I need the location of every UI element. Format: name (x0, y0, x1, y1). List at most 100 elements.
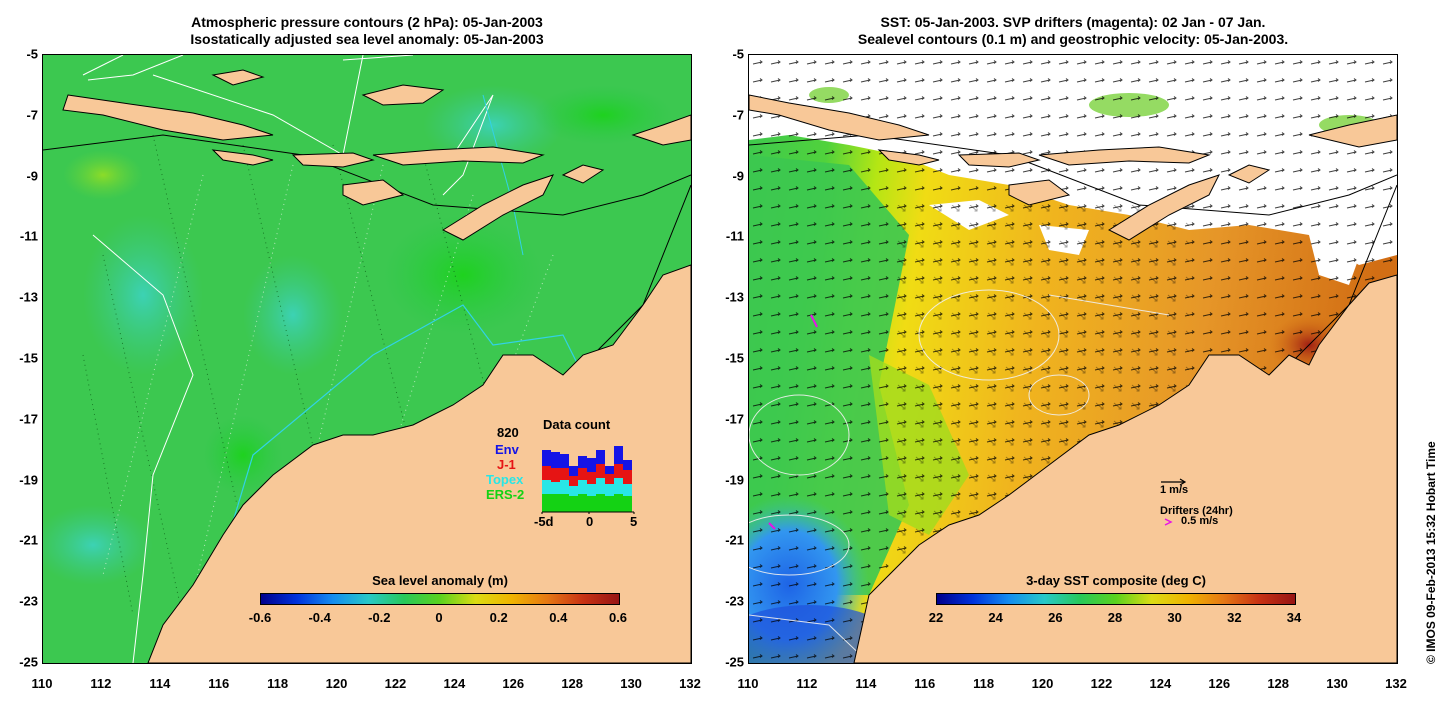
drifter-legend-arrow (1164, 518, 1173, 526)
anomaly-blob (243, 255, 343, 375)
y-tick-label: -19 (725, 472, 744, 488)
legend-j1: J-1 (497, 457, 516, 472)
x-tick-label: 132 (1385, 676, 1407, 691)
y-tick-label: -25 (725, 654, 744, 670)
velocity-legend-arrow (1161, 478, 1187, 486)
bali-lombok-island (877, 149, 940, 166)
left-title-line1: Atmospheric pressure contours (2 hPa): 0… (191, 14, 543, 30)
x-tick-label: 118 (973, 676, 995, 691)
colorbar-tick-label: 0.4 (549, 610, 568, 625)
y-tick-label: -17 (725, 411, 744, 427)
data-count-bar-segment (551, 452, 560, 468)
x-tick-label: 110 (737, 676, 759, 691)
sst-map[interactable] (748, 54, 1398, 664)
drifter-track (810, 314, 818, 328)
anomaly-blob (63, 150, 143, 200)
x-tick-label: 124 (443, 676, 466, 691)
data-count-bar-segment (605, 496, 614, 512)
legend-ers2: ERS-2 (486, 487, 525, 502)
australia-landmass (147, 264, 691, 663)
colorbar-tick-label: 34 (1286, 610, 1302, 625)
y-tick-label: -19 (19, 472, 38, 488)
legend-topex: Topex (486, 472, 524, 487)
sst-colorbar-title: 3-day SST composite (deg C) (1026, 573, 1206, 588)
data-count-bar-segment (560, 454, 569, 468)
data-count-bar-segment (614, 494, 623, 512)
colorbar-tick-label: -0.6 (248, 610, 272, 625)
sumba-island (1008, 179, 1071, 206)
x-tick-label: 120 (325, 676, 348, 691)
data-count-bar-segment (551, 482, 560, 494)
anomaly-blob (533, 85, 673, 145)
data-count-bar-segment (569, 466, 578, 476)
sla-colorbar (260, 593, 620, 605)
x-tick-label: 114 (855, 676, 877, 691)
sealevel-contours (749, 289, 1170, 663)
data-count-axis-label: -5d (534, 514, 554, 529)
x-tick-label: 122 (384, 676, 407, 691)
sla-colorbar-title: Sea level anomaly (m) (372, 573, 508, 588)
data-count-bar-segment (623, 470, 632, 484)
right-title-line2: Sealevel contours (0.1 m) and geostrophi… (857, 31, 1289, 47)
y-tick-label: -13 (725, 289, 744, 305)
y-tick-label: -5 (26, 46, 38, 62)
x-tick-label: 124 (1149, 676, 1172, 691)
right-title-line1: SST: 05-Jan-2003. SVP drifters (magenta)… (880, 14, 1266, 30)
left-title-line2: Isostatically adjusted sea level anomaly… (190, 31, 544, 47)
y-tick-label: -11 (19, 228, 38, 244)
data-count-bar-segment (596, 494, 605, 512)
y-tick-label: -15 (19, 350, 38, 366)
flores-island (1038, 146, 1211, 166)
data-count-bar-segment (560, 480, 569, 494)
java-island (749, 94, 930, 141)
data-count-title: Data count (543, 417, 611, 432)
left-title: Atmospheric pressure contours (2 hPa): 0… (42, 14, 692, 48)
y-tick-label: -11 (725, 228, 744, 244)
northern-islands (1308, 114, 1397, 148)
y-tick-label: -5 (732, 46, 744, 62)
data-count-bar-segment (587, 484, 596, 496)
data-count-axis (541, 511, 635, 514)
java-island (62, 94, 274, 141)
drifter-legend-title: Drifters (24hr) (1160, 505, 1233, 517)
satellite-tracks (102, 164, 554, 596)
data-count-bar-segment (551, 494, 560, 512)
sumbawa-island (957, 152, 1041, 168)
colorbar-tick-label: 0.6 (608, 610, 628, 625)
sumbawa-island (291, 152, 375, 168)
colorbar-tick-label: 0 (435, 610, 443, 625)
northern-islands (631, 114, 691, 146)
data-count-bar-segment (542, 494, 551, 512)
x-tick-label: 120 (1031, 676, 1054, 691)
sst-colorbar (936, 593, 1296, 605)
anomaly-blob (423, 85, 563, 165)
right-title: SST: 05-Jan-2003. SVP drifters (magenta)… (748, 14, 1398, 48)
y-tick-label: -7 (732, 107, 744, 123)
colorbar-tick-label: -0.2 (368, 610, 391, 625)
data-count-bar-segment (605, 484, 614, 496)
sla-map[interactable] (42, 54, 692, 664)
data-count-bar-segment (596, 464, 605, 478)
y-tick-label: -23 (725, 593, 744, 609)
y-tick-label: -21 (19, 532, 38, 548)
australia-landmass (853, 274, 1397, 663)
data-count-bar-segment (578, 494, 587, 512)
y-tick-label: -7 (26, 107, 38, 123)
data-count-bar-segment (605, 466, 614, 474)
data-count-bar-segment (596, 478, 605, 494)
data-count-bar-segment (569, 476, 578, 486)
data-count-bar-segment (614, 446, 623, 464)
x-tick-label: 132 (679, 676, 701, 691)
y-tick-label: -25 (19, 654, 38, 670)
data-count-bar-segment (578, 480, 587, 494)
data-count-bar-segment (569, 486, 578, 496)
y-tick-label: -9 (26, 168, 38, 184)
data-count-bar-segment (560, 468, 569, 480)
data-count-bar-segment (623, 496, 632, 512)
x-tick-label: 130 (1326, 676, 1348, 691)
y-tick-label: -21 (725, 532, 744, 548)
data-count-bar-segment (587, 458, 596, 472)
colorbar-tick-label: -0.4 (308, 610, 331, 625)
data-count-bar-segment (596, 450, 605, 464)
data-count-bar-segment (578, 468, 587, 480)
